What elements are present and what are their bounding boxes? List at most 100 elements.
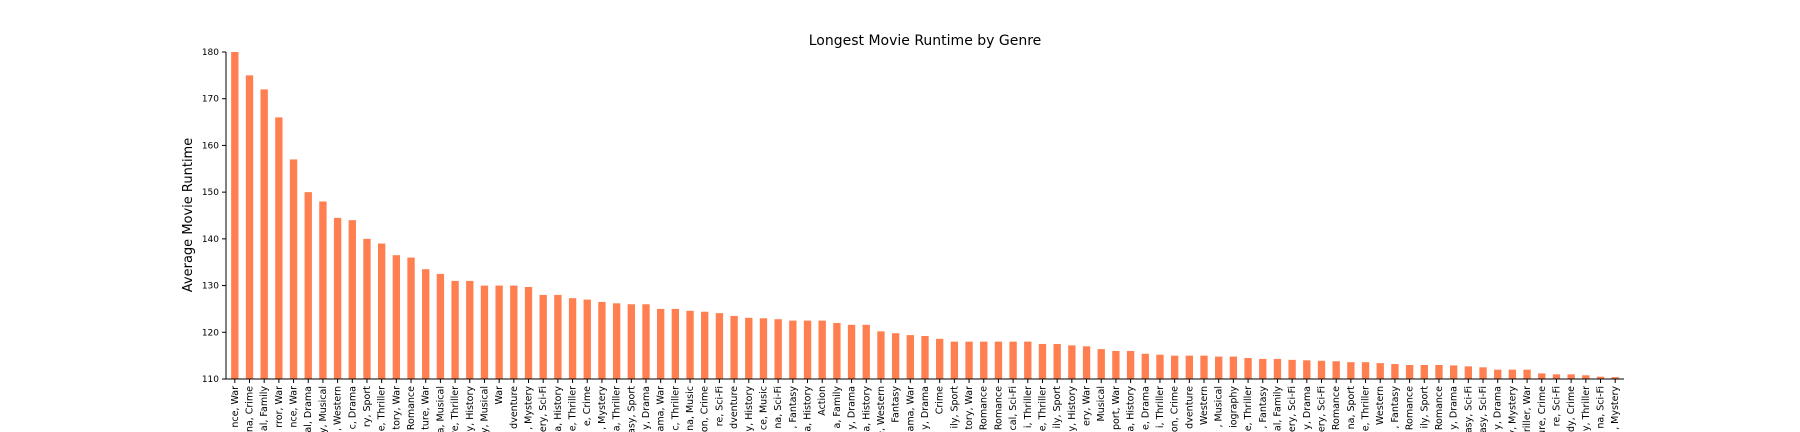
x-tick-label: y, Musical — [479, 386, 490, 432]
bar — [921, 336, 929, 379]
bar — [745, 317, 753, 379]
x-tick-label: , Fantasy — [1258, 386, 1269, 429]
x-tick-label: e, Thriller — [377, 386, 388, 431]
bar — [1185, 355, 1193, 379]
x-tick-label: y, History — [465, 386, 476, 432]
x-tick-label: e, Thriller — [1037, 386, 1048, 431]
x-tick-label: a, History — [1126, 386, 1137, 432]
bar — [304, 192, 312, 379]
x-tick-label: ama, War — [905, 386, 916, 432]
bar — [289, 159, 298, 379]
bar — [1479, 367, 1487, 379]
x-tick-label: y, Drama — [1449, 386, 1460, 430]
bar — [363, 238, 371, 379]
bar — [1200, 355, 1208, 379]
bar — [333, 217, 342, 379]
x-tick-label: ery, Sci-Fi — [538, 386, 549, 432]
bar — [1170, 355, 1179, 379]
x-tick-label: Romance — [1405, 386, 1416, 430]
bar — [1391, 364, 1399, 379]
x-tick-label: y, Drama — [1302, 386, 1313, 430]
bar — [392, 255, 401, 379]
x-tick-label: dventure — [729, 386, 740, 429]
y-tick-label: 170 — [202, 95, 219, 105]
bar — [730, 315, 738, 379]
bar — [701, 311, 709, 379]
x-tick-label: cal, Sci-Fi — [1008, 386, 1019, 430]
bar — [1464, 366, 1473, 379]
x-tick-label: ery, Sci-Fi — [1316, 386, 1327, 432]
x-tick-label: dy, Crime — [1566, 386, 1577, 432]
x-tick-label: ily, Sport — [949, 386, 960, 429]
bar — [568, 298, 577, 379]
x-tick-label: ery, Sci-Fi — [1287, 386, 1298, 432]
bar — [1567, 374, 1575, 379]
x-tick-label: nce, War — [289, 386, 300, 428]
bar — [891, 333, 900, 379]
bar — [1273, 358, 1282, 379]
x-tick-label: dventure — [1184, 386, 1195, 429]
x-tick-label: y, History — [1067, 386, 1078, 432]
x-tick-label: a, History — [803, 386, 814, 432]
bar — [847, 324, 856, 379]
x-tick-label: na, Sport — [1346, 386, 1357, 430]
x-tick-label: Fantasy — [891, 386, 902, 423]
bar — [774, 319, 782, 379]
bar — [965, 341, 973, 379]
x-tick-label: y, Thriller — [1581, 386, 1592, 431]
bar — [1449, 365, 1458, 379]
x-tick-label: e, Western — [876, 386, 887, 432]
bar — [627, 304, 635, 379]
y-tick-label: 160 — [202, 141, 219, 151]
x-tick-label: Romance — [979, 386, 990, 430]
x-tick-label: ure, Thriller — [450, 386, 461, 432]
bar — [348, 220, 356, 379]
bar — [1508, 369, 1517, 379]
bar — [275, 117, 283, 380]
bar — [657, 308, 665, 379]
y-tick-label: 150 — [202, 188, 219, 198]
x-tick-label: Romance — [1331, 386, 1342, 430]
bar — [833, 322, 841, 379]
y-tick-label: 180 — [202, 48, 219, 58]
x-tick-label: y, Drama — [847, 386, 858, 430]
x-tick-label: Western — [1375, 386, 1386, 425]
bar — [715, 313, 724, 379]
bar — [480, 285, 489, 379]
x-tick-label: e, Crime — [582, 386, 593, 426]
x-tick-label: a, History — [861, 386, 872, 432]
bar — [319, 201, 327, 379]
bar — [1112, 350, 1120, 379]
bar — [1024, 341, 1032, 379]
x-tick-label: re, Sci-Fi — [714, 386, 725, 426]
x-tick-label: Musical — [1096, 386, 1107, 422]
x-tick-label: ily, Sport — [1419, 386, 1430, 429]
bar — [554, 294, 562, 379]
x-tick-label: War — [494, 386, 505, 405]
bar — [1435, 364, 1443, 379]
bar — [245, 75, 254, 379]
bar — [1097, 349, 1105, 379]
bar — [451, 280, 459, 379]
bar — [1009, 341, 1017, 379]
bar — [789, 320, 797, 379]
bar — [1611, 377, 1619, 379]
bar — [1082, 346, 1091, 379]
bar — [1332, 361, 1340, 379]
bar — [1582, 375, 1590, 379]
x-tick-label: tory, War — [391, 386, 402, 430]
x-tick-label: a, Thriller — [612, 386, 623, 431]
bar — [1126, 350, 1135, 379]
bar — [612, 303, 621, 379]
x-tick-label: na, Crime — [244, 386, 255, 432]
bar — [980, 341, 988, 379]
bar — [1053, 343, 1061, 379]
y-tick-label: 130 — [202, 282, 219, 292]
bar — [1538, 373, 1546, 379]
bar — [377, 243, 386, 379]
x-tick-label: y, History — [744, 386, 755, 432]
x-tick-label: al, Drama — [303, 386, 314, 432]
bar — [1523, 369, 1531, 379]
bar — [466, 280, 474, 379]
x-tick-label: al, Family — [1272, 386, 1283, 431]
